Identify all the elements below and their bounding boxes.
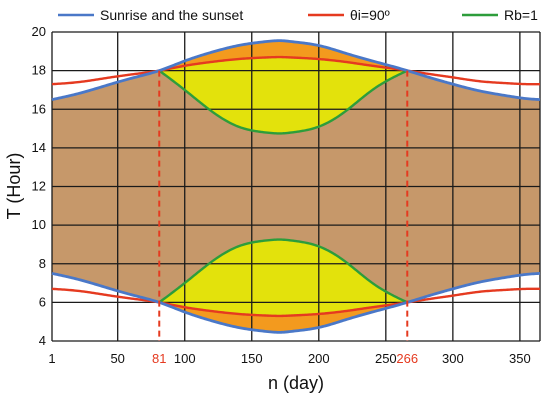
special-day-label: 81 <box>152 351 166 366</box>
x-tick-label: 150 <box>241 351 263 366</box>
orange-area-evening <box>159 40 408 71</box>
rb-line-lower <box>158 238 408 304</box>
legend: Sunrise and the sunset θi=90º Rb=1 <box>58 7 538 23</box>
y-tick-label: 6 <box>39 294 46 309</box>
y-tick-label: 12 <box>32 179 46 194</box>
x-tick-label: 100 <box>174 351 196 366</box>
y-tick-label: 4 <box>39 333 46 348</box>
special-day-label: 266 <box>396 351 418 366</box>
theta-line-upper <box>51 55 541 86</box>
y-tick-label: 18 <box>32 63 46 78</box>
sunset-line <box>51 39 541 101</box>
x-tick-label: 350 <box>509 351 531 366</box>
sunrise-line <box>51 272 541 334</box>
y-tick-label: 16 <box>32 101 46 116</box>
series-lines <box>51 39 541 334</box>
yellow-area-evening <box>159 57 408 134</box>
grid <box>51 31 541 342</box>
x-tick-label: 250 <box>375 351 397 366</box>
legend-label-2: θi=90º <box>350 7 390 23</box>
x-tick-label: 50 <box>110 351 124 366</box>
theta-line-lower <box>51 287 541 318</box>
y-tick-label: 20 <box>32 24 46 39</box>
x-tick-label: 300 <box>442 351 464 366</box>
y-tick-label: 10 <box>32 217 46 232</box>
yellow-area-morning <box>159 239 408 316</box>
x-tick-label: 200 <box>308 351 330 366</box>
special-day-lines <box>158 70 409 341</box>
y-axis-title: T (Hour) <box>4 153 24 220</box>
rb-line-upper <box>158 69 408 135</box>
x-tick-label: 1 <box>48 351 55 366</box>
legend-label-1: Sunrise and the sunset <box>100 7 243 23</box>
orange-area-morning <box>159 302 408 333</box>
legend-label-3: Rb=1 <box>504 7 538 23</box>
y-tick-label: 14 <box>32 140 46 155</box>
x-axis-title: n (day) <box>268 373 324 393</box>
y-tick-label: 8 <box>39 256 46 271</box>
